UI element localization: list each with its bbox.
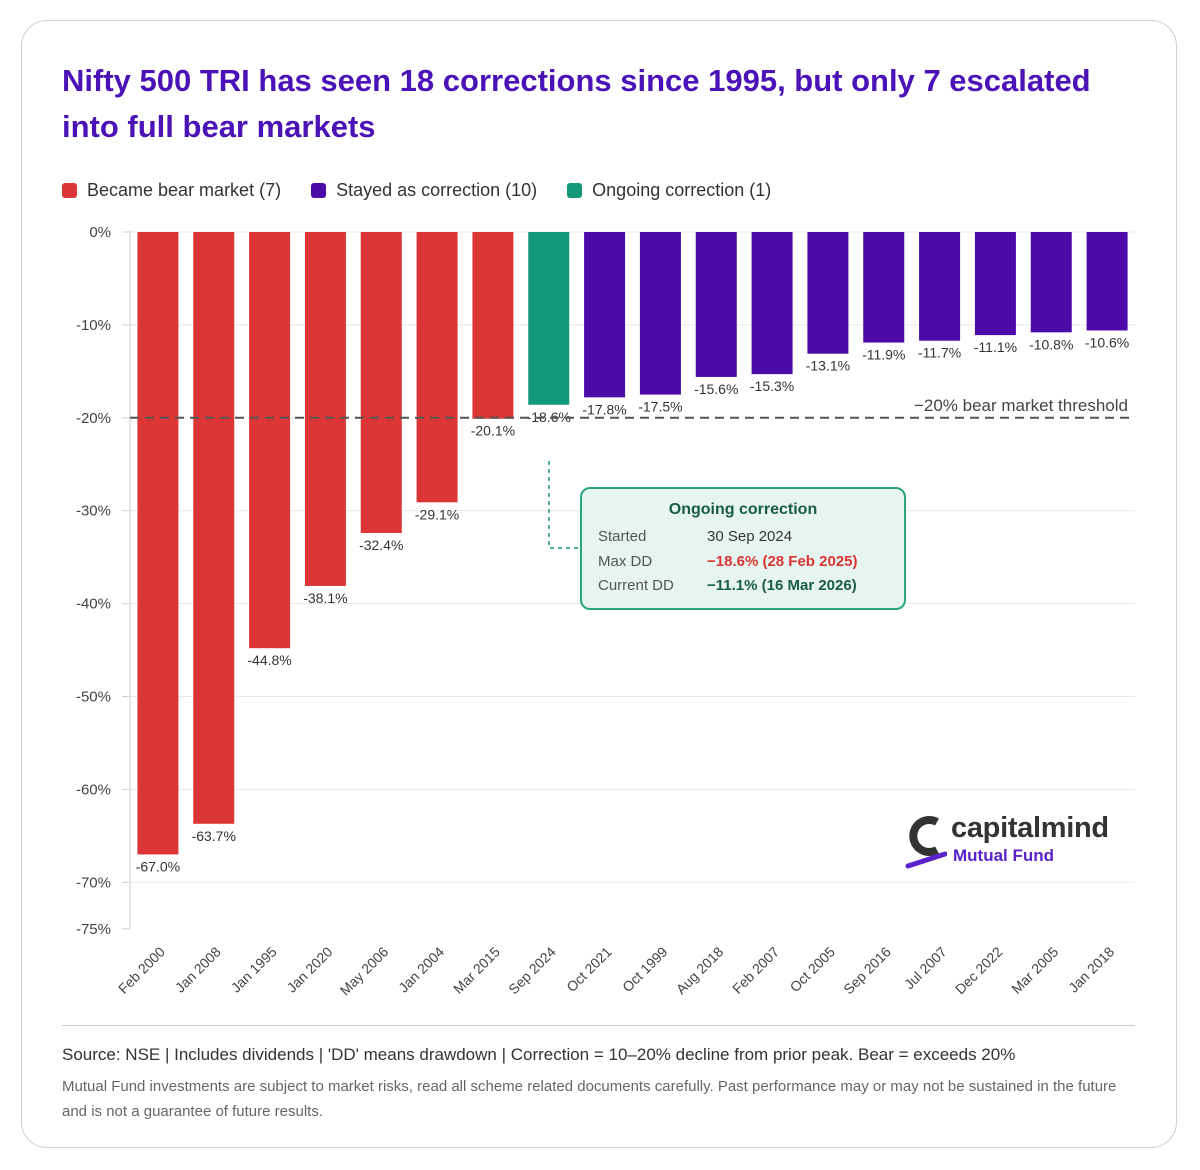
y-tick-label: -50% [76, 689, 111, 706]
chart-title: Nifty 500 TRI has seen 18 corrections si… [62, 63, 1091, 144]
y-tick-label: -40% [76, 596, 111, 613]
legend-label-correction: Stayed as correction (10) [336, 179, 538, 200]
y-tick-label: 0% [89, 224, 111, 241]
bar-bear[interactable] [249, 232, 291, 649]
x-tick-label: May 2006 [337, 943, 392, 998]
legend-swatch-ongoing [567, 182, 583, 198]
x-tick-label: Aug 2018 [673, 943, 727, 997]
bar-value-label: -29.1% [415, 506, 459, 522]
x-tick-label: Mar 2005 [1008, 943, 1061, 996]
x-tick-label: Jan 2008 [172, 943, 224, 995]
bar-value-label: -17.5% [638, 399, 682, 415]
bar-bear[interactable] [304, 232, 346, 586]
bar-bear[interactable] [193, 232, 235, 824]
bar-ongoing[interactable] [528, 232, 570, 405]
bar-value-label: -38.1% [303, 590, 347, 606]
bar-bear[interactable] [360, 232, 402, 533]
bar-value-label: -11.7% [918, 345, 961, 361]
footer-divider [62, 1025, 1135, 1026]
legend-item-bear: Became bear market (7) [62, 180, 281, 201]
bar-correction[interactable] [584, 232, 626, 398]
x-tick-label: Oct 1999 [619, 943, 671, 995]
tooltip-currentdd-value: −11.1% (16 Mar 2026) [707, 577, 857, 594]
x-tick-label: Jan 2020 [283, 943, 335, 995]
legend-swatch-correction [311, 182, 327, 198]
legend-item-correction: Stayed as correction (10) [311, 180, 537, 201]
x-tick-label: Oct 2005 [787, 943, 839, 995]
bar-value-label: -44.8% [247, 652, 291, 668]
bar-value-label: -11.9% [862, 347, 905, 363]
y-tick-label: -70% [76, 874, 111, 891]
bar-correction[interactable] [1086, 232, 1128, 331]
bar-bear[interactable] [416, 232, 458, 503]
bar-correction[interactable] [863, 232, 905, 343]
bar-correction[interactable] [695, 232, 737, 377]
bar-correction[interactable] [974, 232, 1016, 336]
bar-value-label: -18.6% [527, 409, 571, 425]
x-tick-label: Jul 2007 [901, 943, 950, 992]
bar-value-label: -11.1% [974, 339, 1017, 355]
bar-correction[interactable] [919, 232, 961, 341]
bar-value-label: -10.8% [1029, 336, 1073, 352]
bar-correction[interactable] [751, 232, 793, 375]
capitalmind-c-icon [905, 816, 947, 869]
bar-value-label: -15.3% [750, 378, 794, 394]
x-tick-label: Sep 2016 [840, 943, 894, 997]
bar-bear[interactable] [472, 232, 514, 419]
tooltip-currentdd-label: Current DD [598, 577, 674, 594]
logo-sub-text: Mutual Fund [953, 846, 1055, 865]
tooltip-connector [548, 461, 580, 549]
x-tick-label: Feb 2000 [115, 943, 168, 996]
bar-value-label: -63.7% [192, 828, 236, 844]
bar-correction[interactable] [1030, 232, 1072, 333]
legend-item-ongoing: Ongoing correction (1) [567, 180, 771, 201]
bar-value-label: -20.1% [471, 423, 515, 439]
legend: Became bear market (7) Stayed as correct… [62, 176, 801, 204]
bar-value-label: -67.0% [136, 858, 180, 874]
bar-value-label: -13.1% [806, 358, 850, 374]
bar-value-label: -10.6% [1085, 334, 1129, 350]
tooltip-started-value: 30 Sep 2024 [707, 528, 793, 545]
bar-bear[interactable] [137, 232, 179, 855]
x-tick-label: Jan 2004 [395, 943, 447, 995]
bar-correction[interactable] [639, 232, 681, 395]
source-note: Source: NSE | Includes dividends | 'DD' … [62, 1045, 1016, 1064]
legend-label-bear: Became bear market (7) [87, 179, 282, 200]
y-tick-label: -30% [76, 503, 111, 520]
x-tick-label: Sep 2024 [505, 943, 559, 997]
x-tick-label: Mar 2015 [450, 943, 503, 996]
x-tick-label: Oct 2021 [563, 943, 615, 995]
y-tick-label: -10% [76, 317, 111, 334]
x-tick-label: Dec 2022 [952, 943, 1006, 997]
bar-value-label: -17.8% [582, 401, 626, 417]
bar-correction[interactable] [807, 232, 849, 354]
legend-swatch-bear [62, 182, 77, 198]
capitalmind-logo: capitalmind Mutual Fund [905, 812, 1145, 874]
bar-value-label: -32.4% [359, 537, 403, 553]
tooltip-maxdd-label: Max DD [598, 553, 653, 570]
legend-label-ongoing: Ongoing correction (1) [592, 179, 772, 200]
logo-brand-text: capitalmind [951, 812, 1109, 844]
y-tick-label: -75% [76, 921, 111, 938]
x-tick-label: Feb 2007 [729, 943, 782, 996]
ongoing-correction-tooltip: Ongoing correction Started 30 Sep 2024 M… [580, 487, 906, 610]
tooltip-maxdd-value: −18.6% (28 Feb 2025) [707, 553, 858, 570]
y-tick-label: -20% [76, 410, 111, 427]
y-tick-label: -60% [76, 781, 111, 798]
tooltip-title: Ongoing correction [668, 501, 818, 518]
disclaimer: Mutual Fund investments are subject to m… [62, 1078, 1117, 1120]
x-tick-label: Jan 2018 [1065, 943, 1117, 995]
tooltip-started-label: Started [598, 528, 647, 545]
bar-chart: 0% -10% -20% -30% -40% -50% -60% -70% -75% -67.0… [76, 224, 1135, 998]
bar-value-label: -15.6% [694, 381, 738, 397]
threshold-label: −20% bear market threshold [914, 396, 1128, 415]
x-tick-label: Jan 1995 [228, 943, 280, 995]
